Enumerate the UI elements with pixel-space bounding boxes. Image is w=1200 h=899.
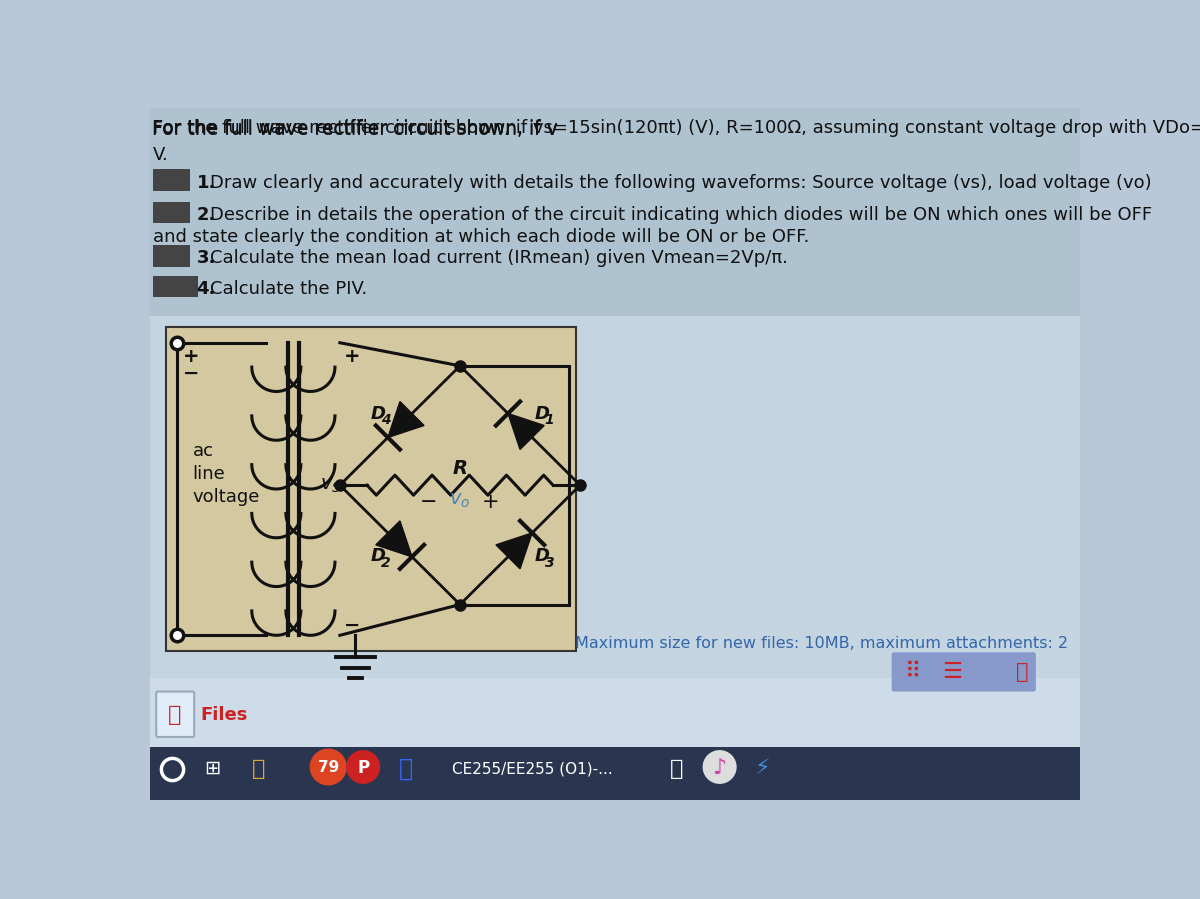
Text: +: + [343,347,360,366]
Text: D: D [534,405,550,423]
FancyBboxPatch shape [156,691,194,737]
Text: ⠿: ⠿ [905,662,922,681]
Text: Calculate the mean load current (IRmean) given Vmean=2Vp/π.: Calculate the mean load current (IRmean)… [210,249,788,267]
Circle shape [310,749,347,786]
Text: P: P [358,759,370,777]
Text: $v_S$: $v_S$ [320,476,342,494]
Bar [154,276,198,298]
Polygon shape [496,533,532,569]
Text: −: − [343,616,360,635]
Polygon shape [376,521,412,556]
Text: For the full wave rectifier circuit shown, if v: For the full wave rectifier circuit show… [151,119,557,138]
Text: 3.: 3. [197,249,216,267]
Text: ☰: ☰ [942,662,962,681]
Text: $v_o$: $v_o$ [449,491,470,510]
Text: 4.: 4. [197,280,216,298]
Text: D: D [371,547,385,565]
Text: line: line [193,465,226,483]
Text: ⊞: ⊞ [204,759,220,778]
Text: 🗂: 🗂 [252,759,265,779]
Polygon shape [508,414,544,450]
Text: 79: 79 [318,761,338,775]
Text: V.: V. [154,147,169,165]
FancyBboxPatch shape [892,653,1036,691]
Text: Draw clearly and accurately with details the following waveforms: Source voltage: Draw clearly and accurately with details… [210,174,1152,191]
Bar [150,316,1080,678]
Text: 📄: 📄 [168,705,181,725]
Text: For the full wave rectifier circuit shown, if v: For the full wave rectifier circuit show… [151,120,557,139]
Bar [154,170,191,191]
Text: 3: 3 [545,556,554,570]
Text: 1.: 1. [197,174,216,191]
Bar [150,108,1080,316]
Bar [154,245,191,266]
Polygon shape [388,402,424,438]
Text: Calculate the PIV.: Calculate the PIV. [210,280,367,298]
Text: Describe in details the operation of the circuit indicating which diodes will be: Describe in details the operation of the… [210,206,1152,224]
Text: −: − [420,492,438,512]
Text: CE255/EE255 (O1)-...: CE255/EE255 (O1)-... [452,761,613,776]
Text: 2: 2 [382,556,391,570]
Text: 🛍: 🛍 [671,759,684,779]
Text: 🌐: 🌐 [398,757,413,780]
Bar [154,201,191,223]
Text: −: − [182,364,199,383]
Text: 📁: 📁 [1015,662,1028,681]
Bar [150,747,1080,800]
Text: Maximum size for new files: 10MB, maximum attachments: 2: Maximum size for new files: 10MB, maximu… [575,636,1068,651]
Text: ac: ac [193,441,214,459]
Text: 2.: 2. [197,206,216,224]
Bar [150,678,1080,747]
Text: For the full wave rectifier circuit shown, if vs=15sin(120πt) (V), R=100Ω, assum: For the full wave rectifier circuit show… [154,120,1200,138]
Text: 1: 1 [545,414,554,427]
Text: D: D [534,547,550,565]
Text: +: + [482,492,500,512]
Text: D: D [371,405,385,423]
Circle shape [346,750,380,784]
Text: Files: Files [200,706,247,724]
Text: R: R [452,458,468,477]
Circle shape [702,750,737,784]
Text: voltage: voltage [193,488,260,506]
Text: ⚡: ⚡ [755,759,770,779]
Text: 4: 4 [382,414,391,427]
Text: and state clearly the condition at which each diode will be ON or be OFF.: and state clearly the condition at which… [154,228,810,246]
Text: ♪: ♪ [713,758,727,778]
Text: +: + [182,347,199,366]
Bar [166,327,576,651]
